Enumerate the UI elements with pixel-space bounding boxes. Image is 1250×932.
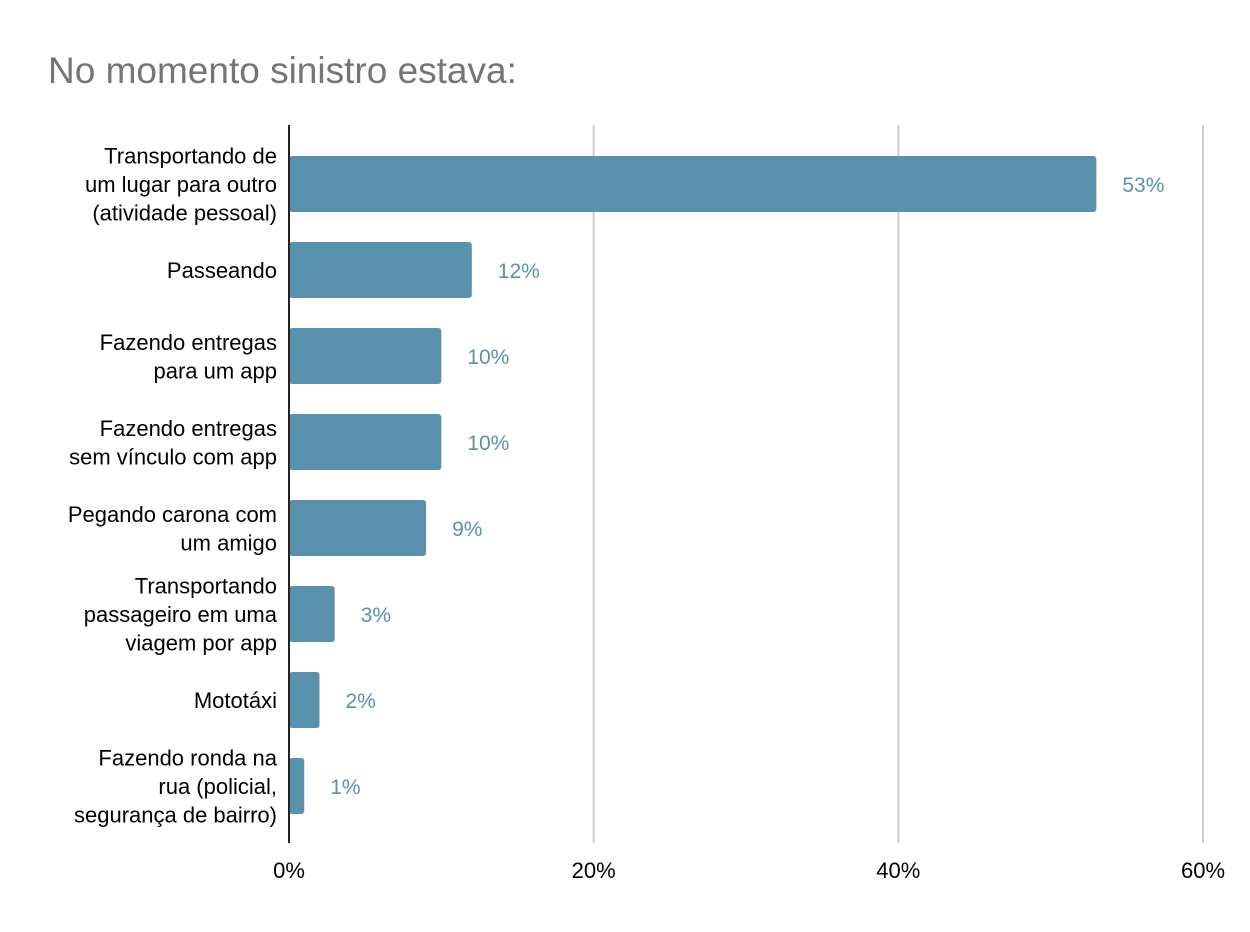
category-label-line: Transportando de [104,144,277,169]
x-tick-label: 20% [572,858,616,883]
category-label: Fazendo ronda na rua (policial, segurança … [74,746,278,828]
category-label: Fazendo entregas sem vínculo com app [69,416,277,470]
category-label-line: segurança de bairro) [74,803,277,828]
x-tick-label: 60% [1181,858,1225,883]
bar [289,758,305,814]
category-label-line: Passeando [167,258,277,283]
category-label-line: um amigo [180,530,277,555]
bar [289,242,472,298]
category-label-line: passageiro em uma [84,602,278,627]
category-label-line: rua (policial, [158,774,277,799]
x-tick-label: 40% [876,858,920,883]
data-label: 2% [345,690,375,713]
bar [289,328,442,384]
category-labels: Transportando de um lugar para outro (ativ… [68,144,278,828]
category-label-line: Fazendo ronda na [98,746,277,771]
data-labels: 53% 12% 10% 10% 9% 3% 2% 1% [330,174,1164,799]
bar [289,500,427,556]
category-label-line: Mototáxi [194,688,277,713]
x-tick-labels: 0% 20% 40% 60% [273,858,1225,883]
bar [289,414,442,470]
category-label: Mototáxi [194,688,277,713]
category-label-line: (atividade pessoal) [92,201,277,226]
category-label-line: para um app [153,358,277,383]
bar [289,156,1097,212]
data-label: 10% [467,346,509,369]
category-label-line: Fazendo entregas [100,416,277,441]
category-label: Transportando de um lugar para outro (ativ… [85,144,277,226]
bar [289,586,335,642]
category-label-line: sem vínculo com app [69,444,277,469]
data-label: 1% [330,776,360,799]
category-label-line: Transportando [135,574,277,599]
category-label-line: um lugar para outro [85,172,277,197]
bars [289,156,1097,814]
category-label: Passeando [167,258,277,283]
category-label: Fazendo entregas para um app [100,330,277,384]
data-label: 9% [452,518,482,541]
data-label: 12% [498,260,540,283]
data-label: 10% [467,432,509,455]
category-label-line: Fazendo entregas [100,330,277,355]
gridlines [592,125,1204,843]
category-label: Pegando carona com um amigo [68,502,277,556]
data-label: 3% [361,604,391,627]
data-label: 53% [1122,174,1164,197]
bar [289,672,320,728]
chart-title: No momento sinistro estava: [48,50,517,91]
x-tick-label: 0% [273,858,305,883]
category-label-line: Pegando carona com [68,502,277,527]
category-label-line: viagem por app [125,631,277,656]
category-label: Transportando passageiro em uma viagem por… [84,574,278,656]
